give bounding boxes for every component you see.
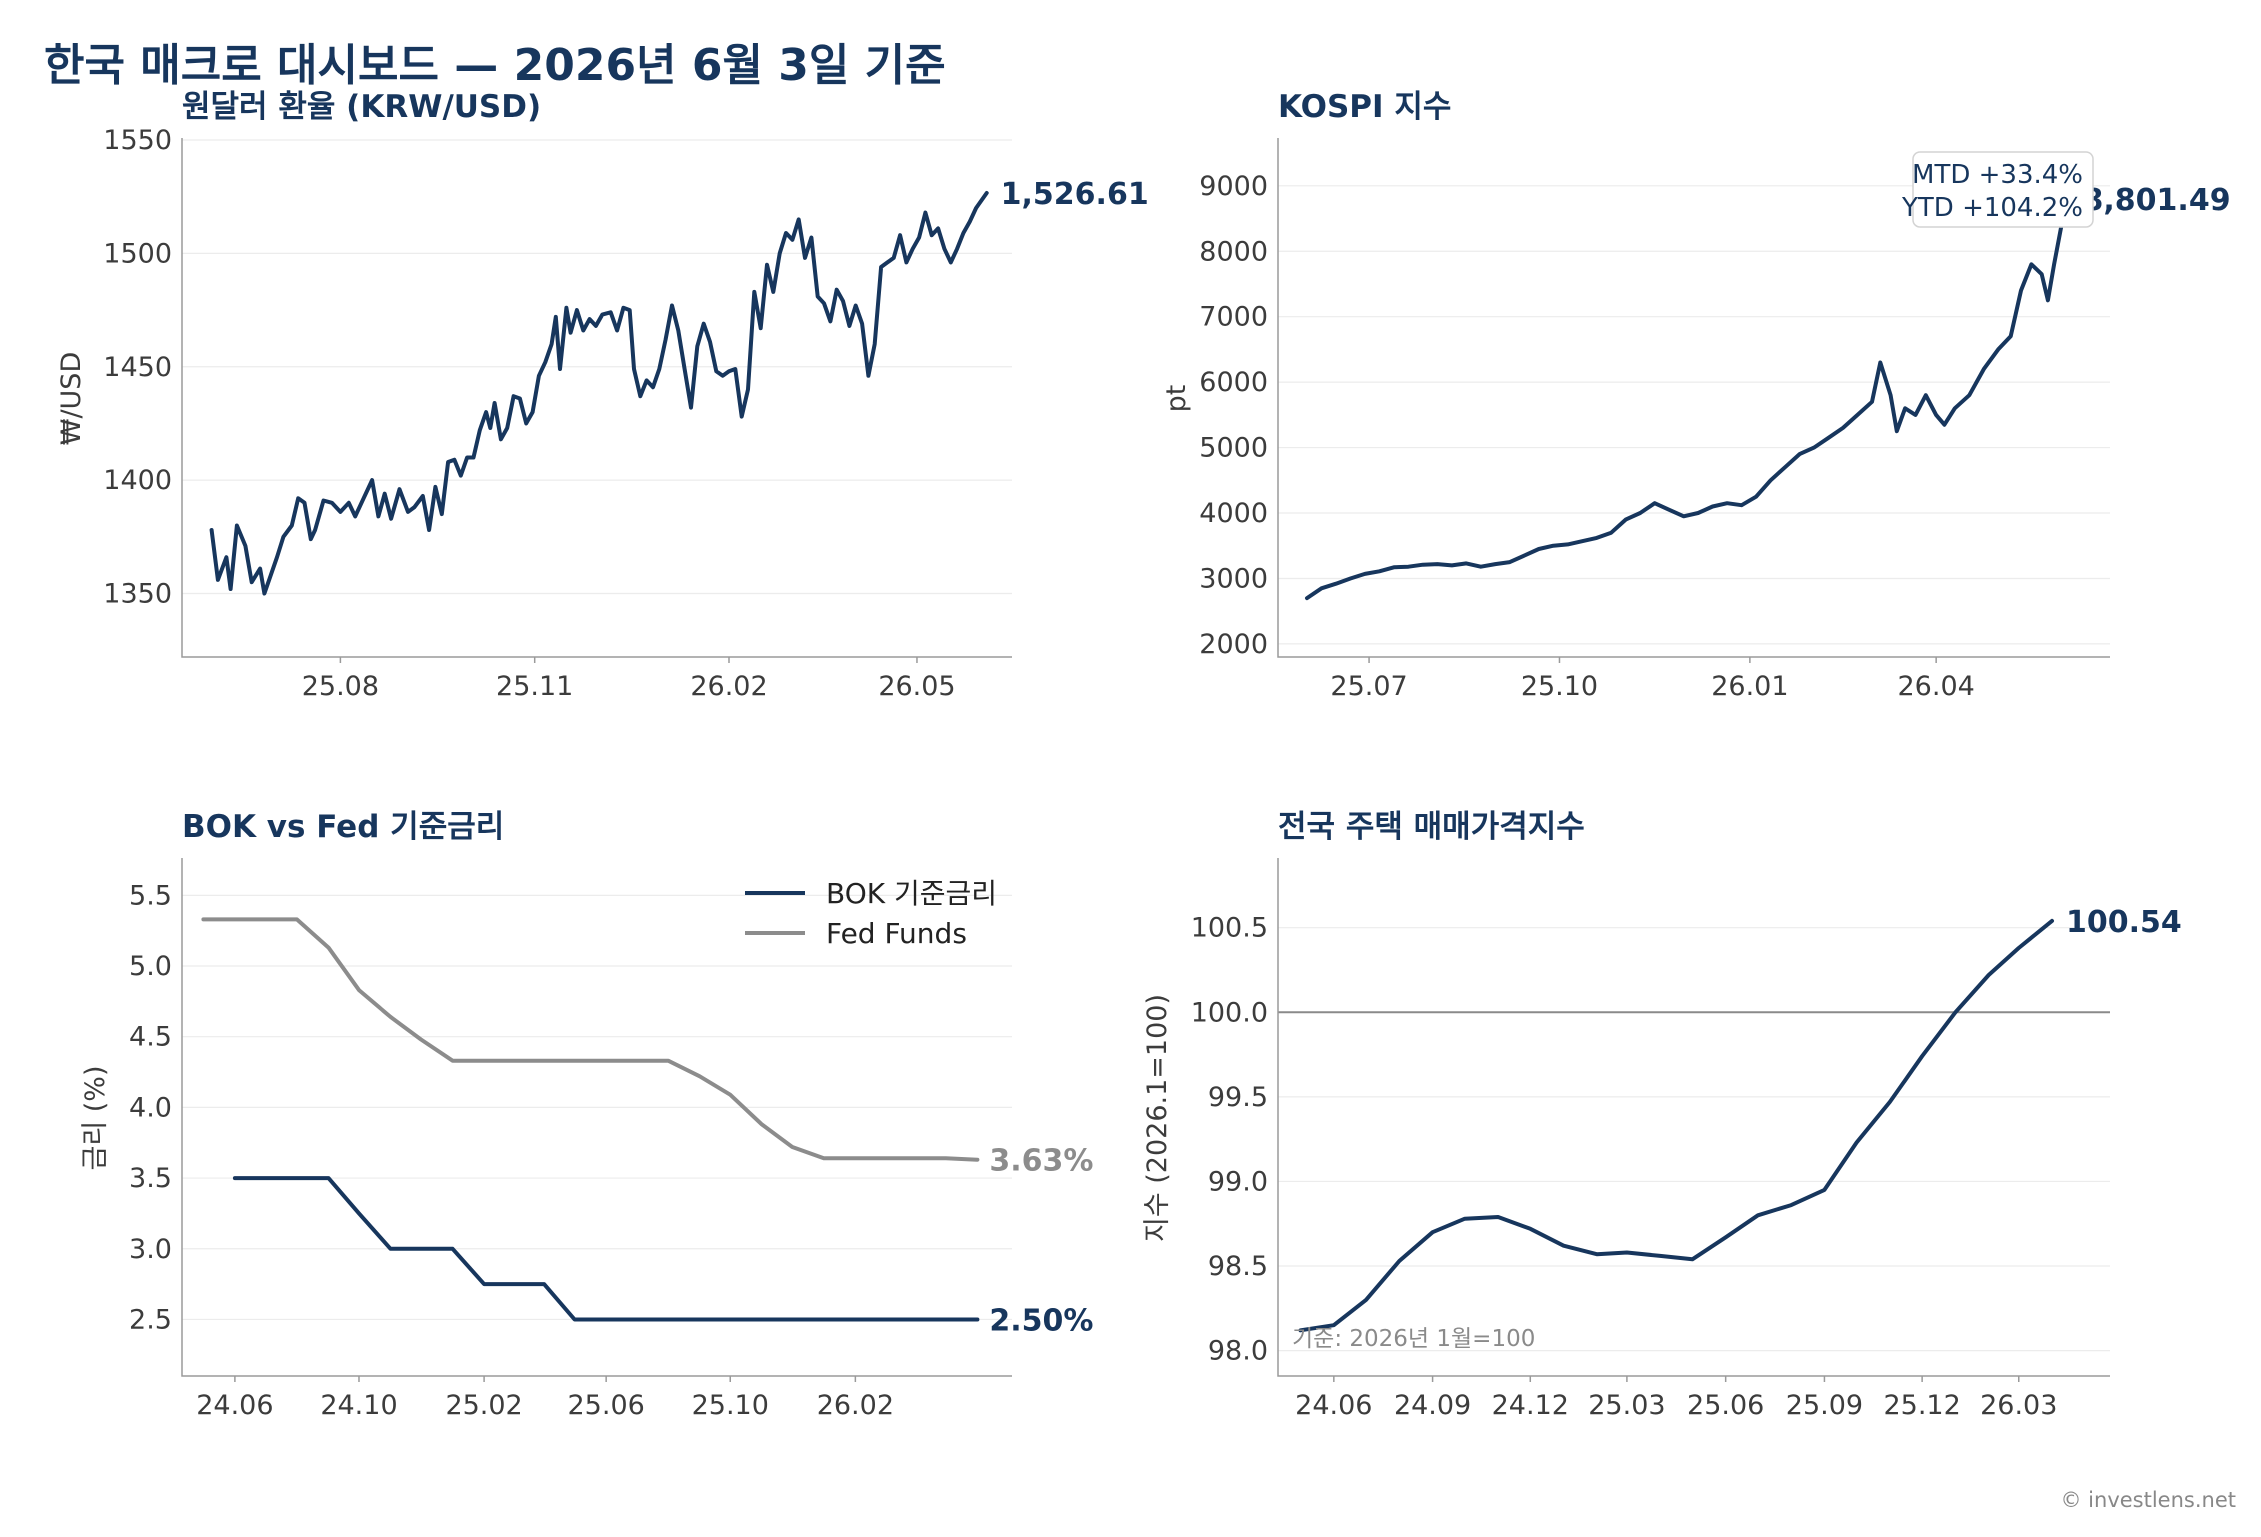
- axis-spines: [1277, 138, 2110, 658]
- y-tick-label: 4.0: [129, 1092, 172, 1123]
- end-value-label: 1,526.61: [1001, 177, 1149, 212]
- kospi-panel: KOSPI 지수 2000 3000 4000 5000 6000 7000 8000 9000…: [1161, 89, 2231, 702]
- y-tick-label: 7000: [1199, 302, 1268, 333]
- x-tick-label: 24.06: [1295, 1390, 1372, 1421]
- x-tick-label: 24.12: [1492, 1390, 1569, 1421]
- annotation-text: YTD +104.2%: [1901, 193, 2083, 223]
- y-tick-label: 6000: [1199, 367, 1268, 398]
- x-tick-label: 25.07: [1330, 671, 1407, 702]
- y-tick-label: 99.0: [1208, 1166, 1268, 1197]
- x-tick-label: 25.10: [1521, 671, 1598, 702]
- housing-index-panel: 전국 주택 매매가격지수 98.0 98.5 99.0 99.5 100.0 100.5 24…: [1142, 809, 2182, 1421]
- annotation-box: [1912, 151, 2094, 228]
- x-tick-label: 24.09: [1394, 1390, 1471, 1421]
- panel-title: BOK vs Fed 기준금리: [182, 809, 504, 845]
- y-tick-label: 2000: [1199, 629, 1268, 660]
- series-line-0: [1298, 918, 2054, 1333]
- y-tick-label: 1400: [103, 465, 172, 496]
- y-tick-label: 1450: [103, 352, 172, 383]
- y-tick-label: 5.0: [129, 951, 172, 982]
- y-tick-label: 100.5: [1191, 913, 1268, 944]
- y-tick-label: 2.5: [129, 1304, 172, 1335]
- x-tick-label: 25.06: [1687, 1390, 1764, 1421]
- x-tick-label: 26.02: [690, 671, 767, 702]
- x-tick-label: 26.02: [817, 1390, 894, 1421]
- y-tick-label: 4.5: [129, 1022, 172, 1053]
- axis-spines: [181, 858, 1012, 1377]
- y-tick-label: 98.5: [1208, 1251, 1268, 1282]
- x-tick-label: 25.11: [496, 671, 573, 702]
- x-tick-label: 25.08: [302, 671, 379, 702]
- y-tick-label: 4000: [1199, 498, 1268, 529]
- y-axis-label: 금리 (%): [80, 1066, 111, 1171]
- x-tick-label: 25.03: [1588, 1390, 1665, 1421]
- y-tick-label: 8000: [1199, 236, 1268, 267]
- dashboard-title: 한국 매크로 대시보드 — 2026년 6월 3일 기준: [44, 40, 946, 91]
- base-note: 기준: 2026년 1월=100: [1292, 1326, 1535, 1352]
- x-tick-label: 25.09: [1786, 1390, 1863, 1421]
- y-tick-label: 1350: [103, 579, 172, 610]
- annotation-text: MTD +33.4%: [1912, 160, 2083, 190]
- panel-title: KOSPI 지수: [1278, 89, 1451, 125]
- y-tick-label: 5000: [1199, 433, 1268, 464]
- legend-label: BOK 기준금리: [826, 877, 997, 910]
- x-tick-label: 26.04: [1898, 671, 1975, 702]
- end-value-label: 8,801.49: [2083, 183, 2231, 218]
- panel-title: 원달러 환율 (KRW/USD): [182, 89, 541, 125]
- credit: © investlens.net: [2061, 1488, 2237, 1512]
- y-tick-label: 9000: [1199, 171, 1268, 202]
- policy-rate-panel: BOK vs Fed 기준금리 2.5 3.0 3.5 4.0 4.5 5.0 5.5 24.0…: [80, 809, 1093, 1421]
- y-tick-label: 3.0: [129, 1234, 172, 1265]
- series-line-0: [1305, 196, 2069, 601]
- y-tick-label: 5.5: [129, 880, 172, 911]
- end-value-label: 100.54: [2066, 905, 2182, 940]
- series-line-0: [209, 191, 989, 596]
- series-line-1: [201, 917, 980, 1162]
- series-line-0: [232, 1176, 980, 1322]
- y-tick-label: 100.0: [1191, 997, 1268, 1028]
- y-tick-label: 98.0: [1208, 1336, 1268, 1367]
- y-axis-label: ₩/USD: [56, 352, 87, 446]
- y-axis-label: pt: [1161, 385, 1192, 413]
- y-tick-label: 99.5: [1208, 1082, 1268, 1113]
- krw-usd-panel: 원달러 환율 (KRW/USD) 1350 1400 1450 1500 1550 25.0…: [56, 89, 1149, 702]
- end-value-label: 2.50%: [989, 1303, 1093, 1338]
- x-tick-label: 25.02: [445, 1390, 522, 1421]
- axis-spines: [181, 138, 1012, 658]
- end-value-label: 3.63%: [989, 1144, 1093, 1179]
- axis-spines: [1277, 858, 2110, 1377]
- x-tick-label: 25.10: [692, 1390, 769, 1421]
- panel-title: 전국 주택 매매가격지수: [1278, 809, 1585, 845]
- y-tick-label: 1550: [103, 125, 172, 156]
- x-tick-label: 24.06: [196, 1390, 273, 1421]
- x-tick-label: 26.01: [1711, 671, 1788, 702]
- legend-label: Fed Funds: [826, 917, 967, 950]
- y-axis-label: 지수 (2026.1=100): [1142, 994, 1173, 1242]
- x-tick-label: 25.06: [568, 1390, 645, 1421]
- y-tick-label: 3000: [1199, 563, 1268, 594]
- y-tick-label: 3.5: [129, 1163, 172, 1194]
- x-tick-label: 26.05: [878, 671, 955, 702]
- x-tick-label: 26.03: [1980, 1390, 2057, 1421]
- y-tick-label: 1500: [103, 238, 172, 269]
- x-tick-label: 25.12: [1883, 1390, 1960, 1421]
- x-tick-label: 24.10: [320, 1390, 397, 1421]
